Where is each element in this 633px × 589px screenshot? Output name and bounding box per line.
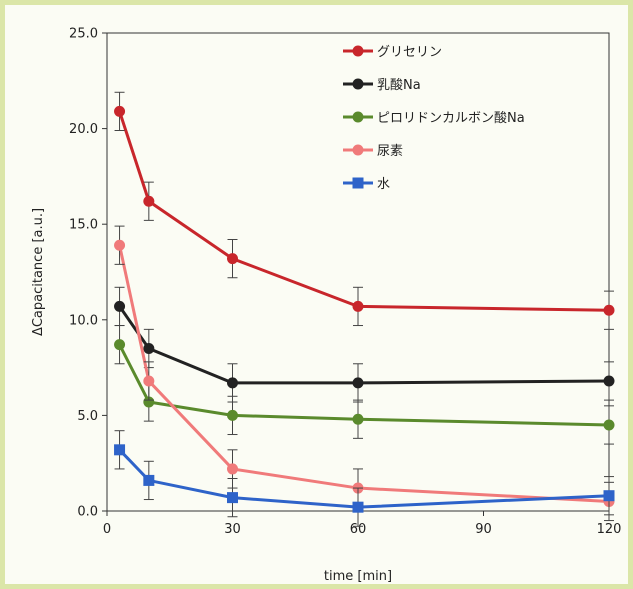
legend-item: ピロリドンカルボン酸Na	[343, 111, 525, 126]
legend-label: 乳酸Na	[377, 78, 421, 93]
data-point	[352, 300, 364, 312]
series-2	[114, 286, 615, 403]
y-tick-label: 25.0	[69, 27, 98, 42]
series-layer	[114, 91, 615, 527]
legend-marker	[352, 177, 364, 189]
data-point	[227, 377, 238, 389]
y-tick-label: 10.0	[69, 313, 98, 328]
legend-label: 水	[377, 177, 390, 192]
data-point	[143, 195, 155, 207]
data-point	[143, 396, 155, 408]
series-line	[118, 244, 610, 503]
x-tick-label: 90	[475, 522, 492, 537]
data-point	[603, 304, 615, 316]
y-tick-label: 15.0	[69, 218, 98, 233]
series-3	[114, 325, 615, 445]
data-point	[227, 409, 238, 421]
legend-item: 乳酸Na	[343, 78, 421, 93]
data-point	[603, 419, 615, 431]
axes: 0.0 5.0 10.0 15.0 20.0 25.0 0 30 60 90 120	[69, 27, 621, 538]
y-tick-label: 5.0	[77, 409, 98, 424]
data-point	[143, 474, 155, 486]
legend-item: 尿素	[343, 144, 403, 159]
x-tick-label: 0	[103, 522, 111, 537]
y-axis-title: ΔCapacitance [a.u.]	[31, 208, 46, 336]
data-point	[352, 413, 364, 425]
x-tick-label: 120	[597, 522, 622, 537]
data-point	[114, 444, 126, 456]
data-point	[143, 342, 155, 354]
x-tick-label: 30	[224, 522, 241, 537]
legend-item: 水	[343, 177, 390, 192]
data-point	[114, 239, 126, 251]
y-tick-label: 0.0	[77, 505, 98, 520]
y-tick-label: 20.0	[69, 122, 98, 137]
data-point	[143, 375, 155, 387]
series-1	[114, 91, 615, 330]
data-point	[603, 490, 615, 502]
data-point	[227, 492, 238, 504]
legend-item: グリセリン	[343, 45, 442, 60]
legend-marker	[352, 78, 364, 90]
data-point	[603, 375, 615, 387]
series-5	[114, 430, 615, 527]
legend-label: グリセリン	[377, 45, 442, 60]
data-point	[227, 253, 238, 265]
data-point	[114, 300, 126, 312]
legend-marker	[352, 45, 364, 57]
series-line	[118, 305, 610, 385]
data-point	[114, 339, 126, 351]
x-axis-title: time [min]	[324, 569, 392, 584]
series-4	[114, 225, 615, 522]
plot-area-border	[106, 32, 610, 512]
x-tick-label: 60	[350, 522, 367, 537]
data-point	[114, 105, 126, 117]
series-line	[118, 448, 610, 509]
series-line	[118, 343, 610, 427]
legend-label: 尿素	[377, 144, 403, 159]
legend-label: ピロリドンカルボン酸Na	[377, 111, 525, 126]
data-point	[352, 501, 364, 513]
data-point	[352, 377, 364, 389]
legend-marker	[352, 111, 364, 123]
series-line	[118, 110, 610, 312]
data-point	[227, 463, 238, 475]
legend-marker	[352, 144, 364, 156]
